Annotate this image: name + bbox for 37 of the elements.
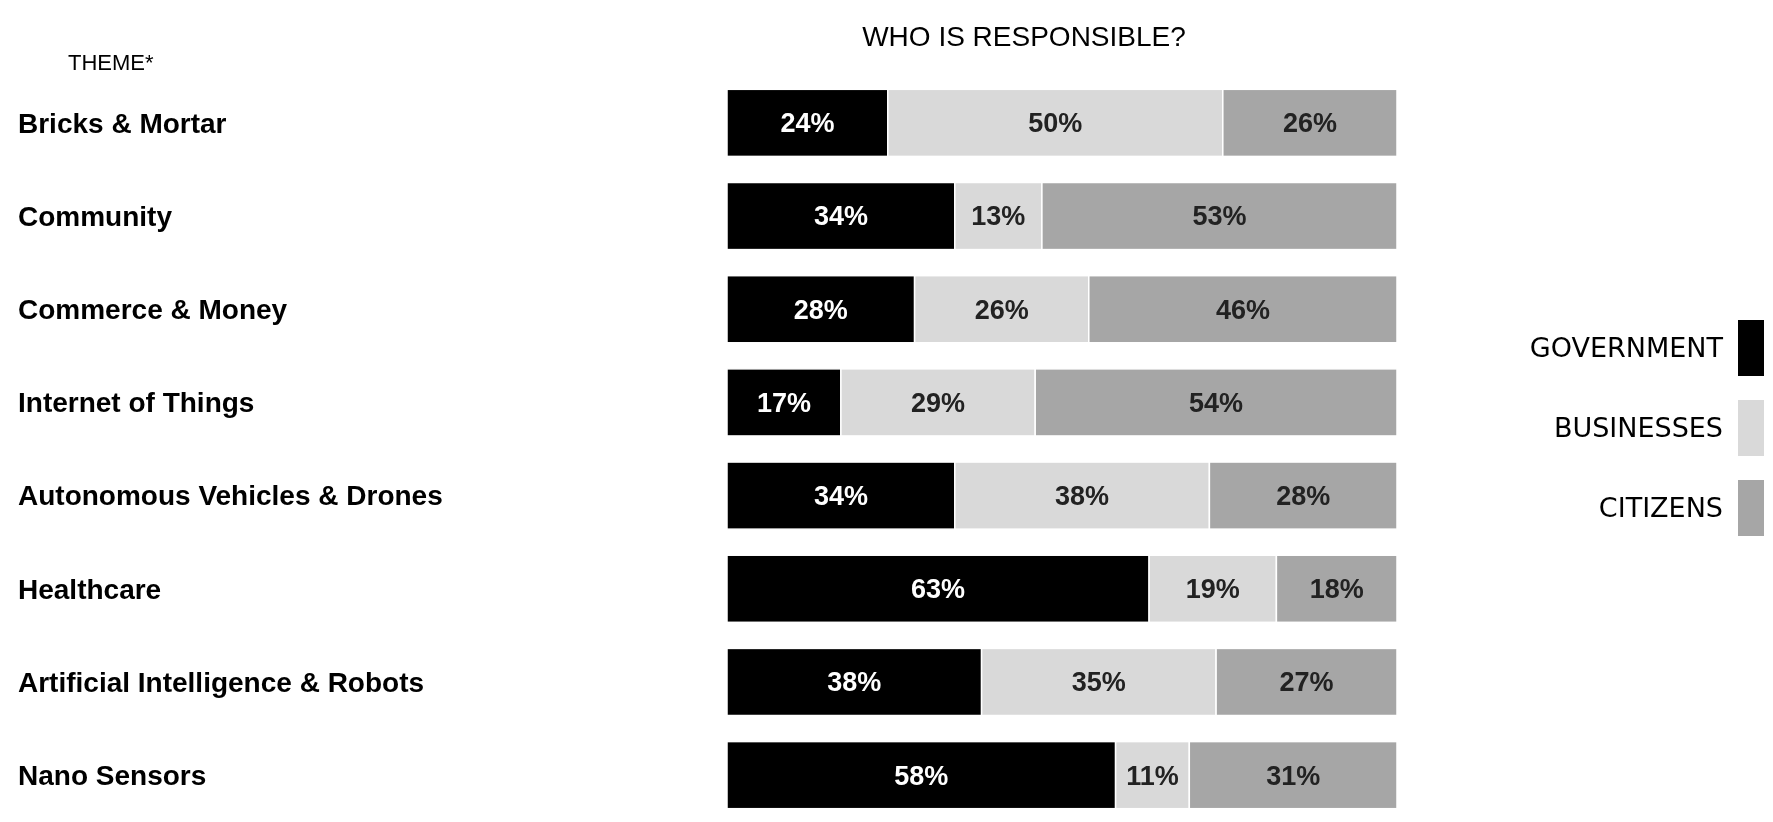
data-label: 28% bbox=[1276, 481, 1331, 512]
chart-title: WHO IS RESPONSIBLE? bbox=[862, 21, 1186, 52]
data-label: 17% bbox=[756, 387, 811, 418]
data-label: 34% bbox=[813, 201, 868, 232]
data-label: 29% bbox=[911, 387, 966, 418]
y-tick-label: Nano Sensors bbox=[18, 759, 207, 791]
data-label: 38% bbox=[1055, 481, 1110, 512]
data-label: 27% bbox=[1279, 667, 1334, 698]
y-tick-label: Healthcare bbox=[18, 573, 162, 605]
data-label: 24% bbox=[780, 108, 835, 139]
data-label: 18% bbox=[1309, 574, 1364, 605]
legend-label: BUSINESSES bbox=[1553, 412, 1723, 444]
data-label: 31% bbox=[1266, 760, 1321, 791]
data-label: 53% bbox=[1192, 201, 1247, 232]
legend-label: CITIZENS bbox=[1598, 492, 1723, 524]
y-tick-label: Internet of Things bbox=[18, 387, 255, 419]
data-label: 54% bbox=[1189, 387, 1244, 418]
data-label: 50% bbox=[1028, 108, 1083, 139]
data-label: 46% bbox=[1215, 294, 1270, 325]
y-axis-title: THEME* bbox=[68, 50, 154, 75]
data-label: 35% bbox=[1071, 667, 1126, 698]
y-tick-label: Artificial Intelligence & Robots bbox=[18, 666, 425, 698]
data-label: 26% bbox=[1282, 108, 1337, 139]
data-label: 63% bbox=[911, 574, 966, 605]
data-label: 34% bbox=[813, 481, 868, 512]
data-label: 38% bbox=[827, 667, 882, 698]
data-label: 26% bbox=[974, 294, 1029, 325]
data-label: 58% bbox=[894, 760, 949, 791]
data-label: 19% bbox=[1185, 574, 1240, 605]
y-tick-label: Commerce & Money bbox=[18, 294, 288, 326]
y-tick-label: Community bbox=[18, 200, 173, 232]
data-label: 11% bbox=[1126, 760, 1179, 791]
y-tick-label: Bricks & Mortar bbox=[18, 107, 227, 139]
data-label: 28% bbox=[793, 294, 848, 325]
y-tick-label: Autonomous Vehicles & Drones bbox=[18, 480, 443, 512]
legend-label: GOVERNMENT bbox=[1529, 332, 1724, 364]
data-label: 13% bbox=[971, 201, 1026, 232]
